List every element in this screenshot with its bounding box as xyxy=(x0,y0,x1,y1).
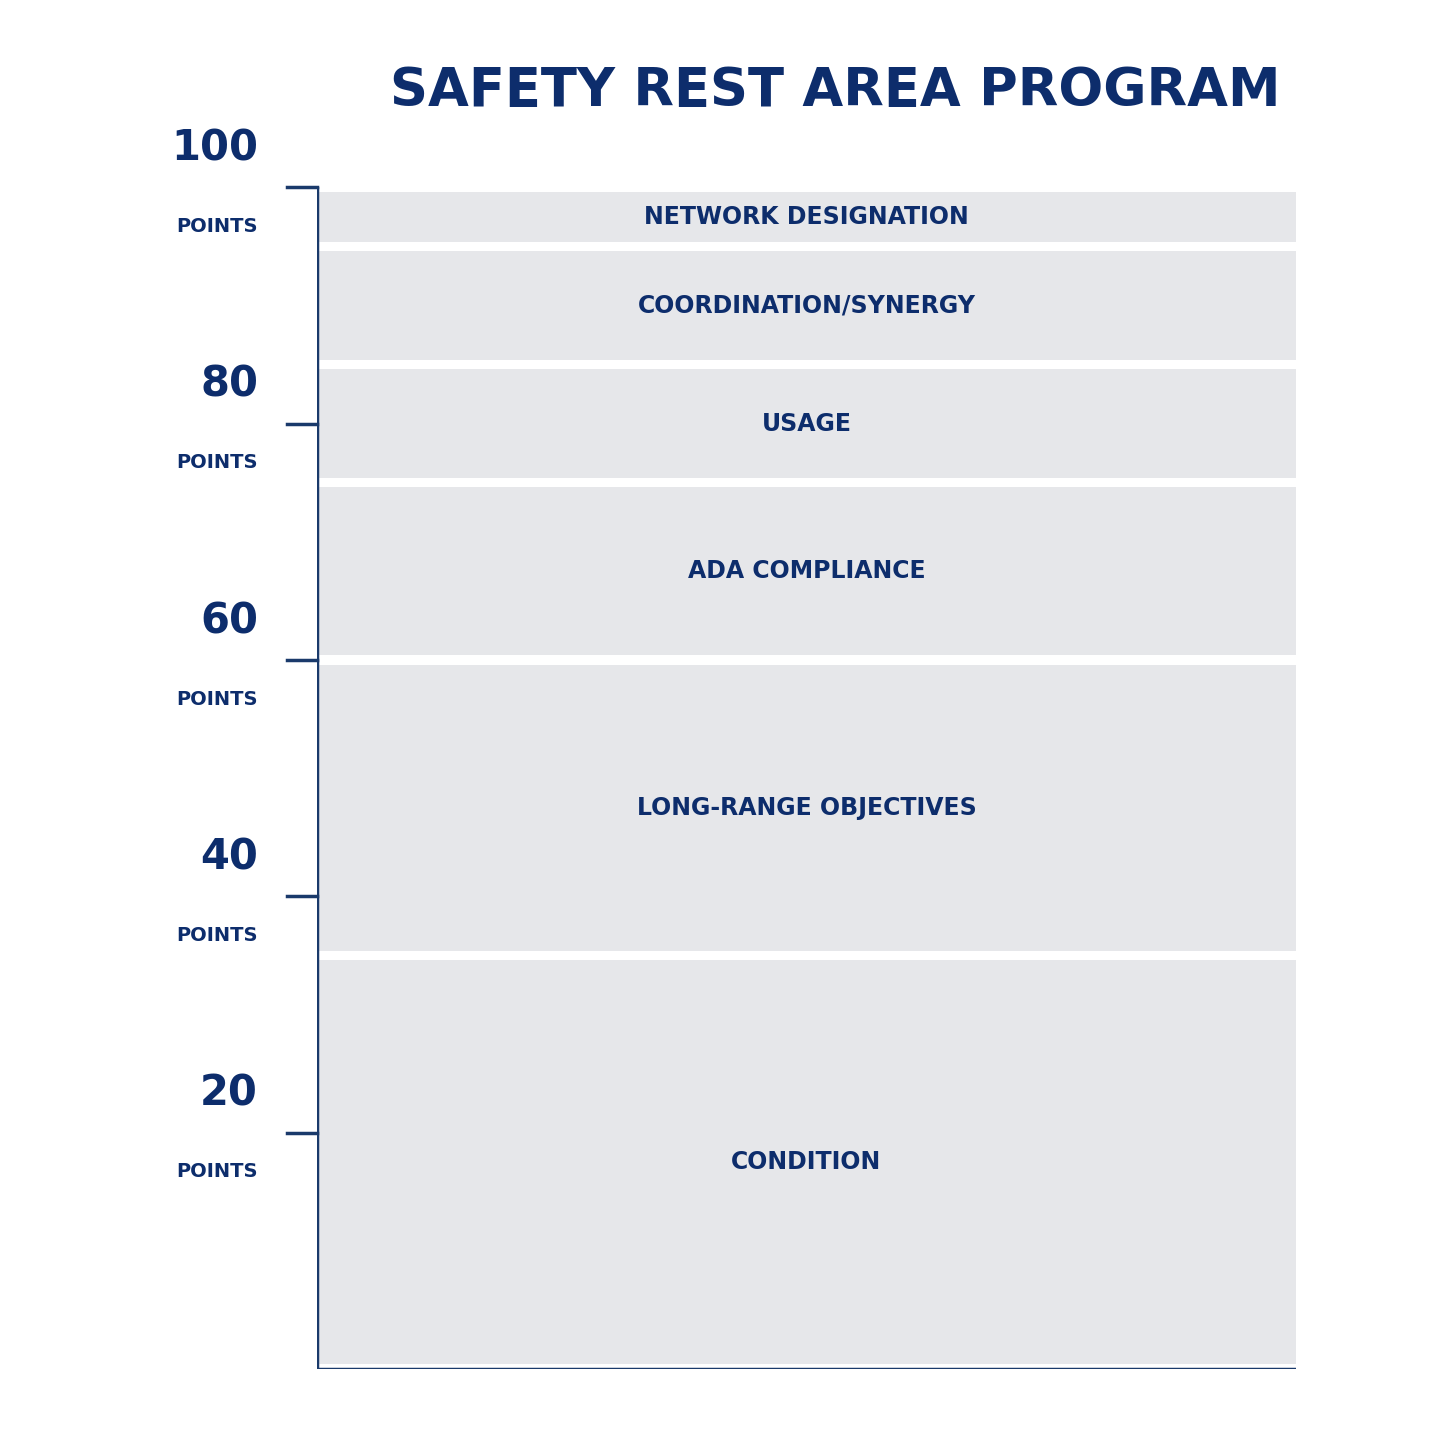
Text: POINTS: POINTS xyxy=(177,216,258,236)
Text: POINTS: POINTS xyxy=(177,689,258,709)
Text: 60: 60 xyxy=(200,601,258,643)
Text: SAFETY REST AREA PROGRAM: SAFETY REST AREA PROGRAM xyxy=(390,65,1280,117)
Text: 20: 20 xyxy=(200,1074,258,1115)
Bar xyxy=(317,192,1296,242)
Text: POINTS: POINTS xyxy=(177,927,258,945)
Bar xyxy=(317,251,1296,360)
Text: NETWORK DESIGNATION: NETWORK DESIGNATION xyxy=(644,205,969,229)
Text: POINTS: POINTS xyxy=(177,1161,258,1182)
Text: 40: 40 xyxy=(200,837,258,879)
Text: ADA COMPLIANCE: ADA COMPLIANCE xyxy=(687,559,926,584)
Text: USAGE: USAGE xyxy=(762,412,851,435)
Text: 80: 80 xyxy=(200,365,258,406)
Bar xyxy=(317,369,1296,478)
Text: POINTS: POINTS xyxy=(177,452,258,473)
Text: COORDINATION/SYNERGY: COORDINATION/SYNERGY xyxy=(638,294,975,317)
Text: 100: 100 xyxy=(171,128,258,170)
Bar xyxy=(317,664,1296,951)
Text: CONDITION: CONDITION xyxy=(732,1150,881,1174)
Bar xyxy=(317,960,1296,1365)
Text: LONG-RANGE OBJECTIVES: LONG-RANGE OBJECTIVES xyxy=(636,795,976,820)
Bar xyxy=(317,487,1296,656)
